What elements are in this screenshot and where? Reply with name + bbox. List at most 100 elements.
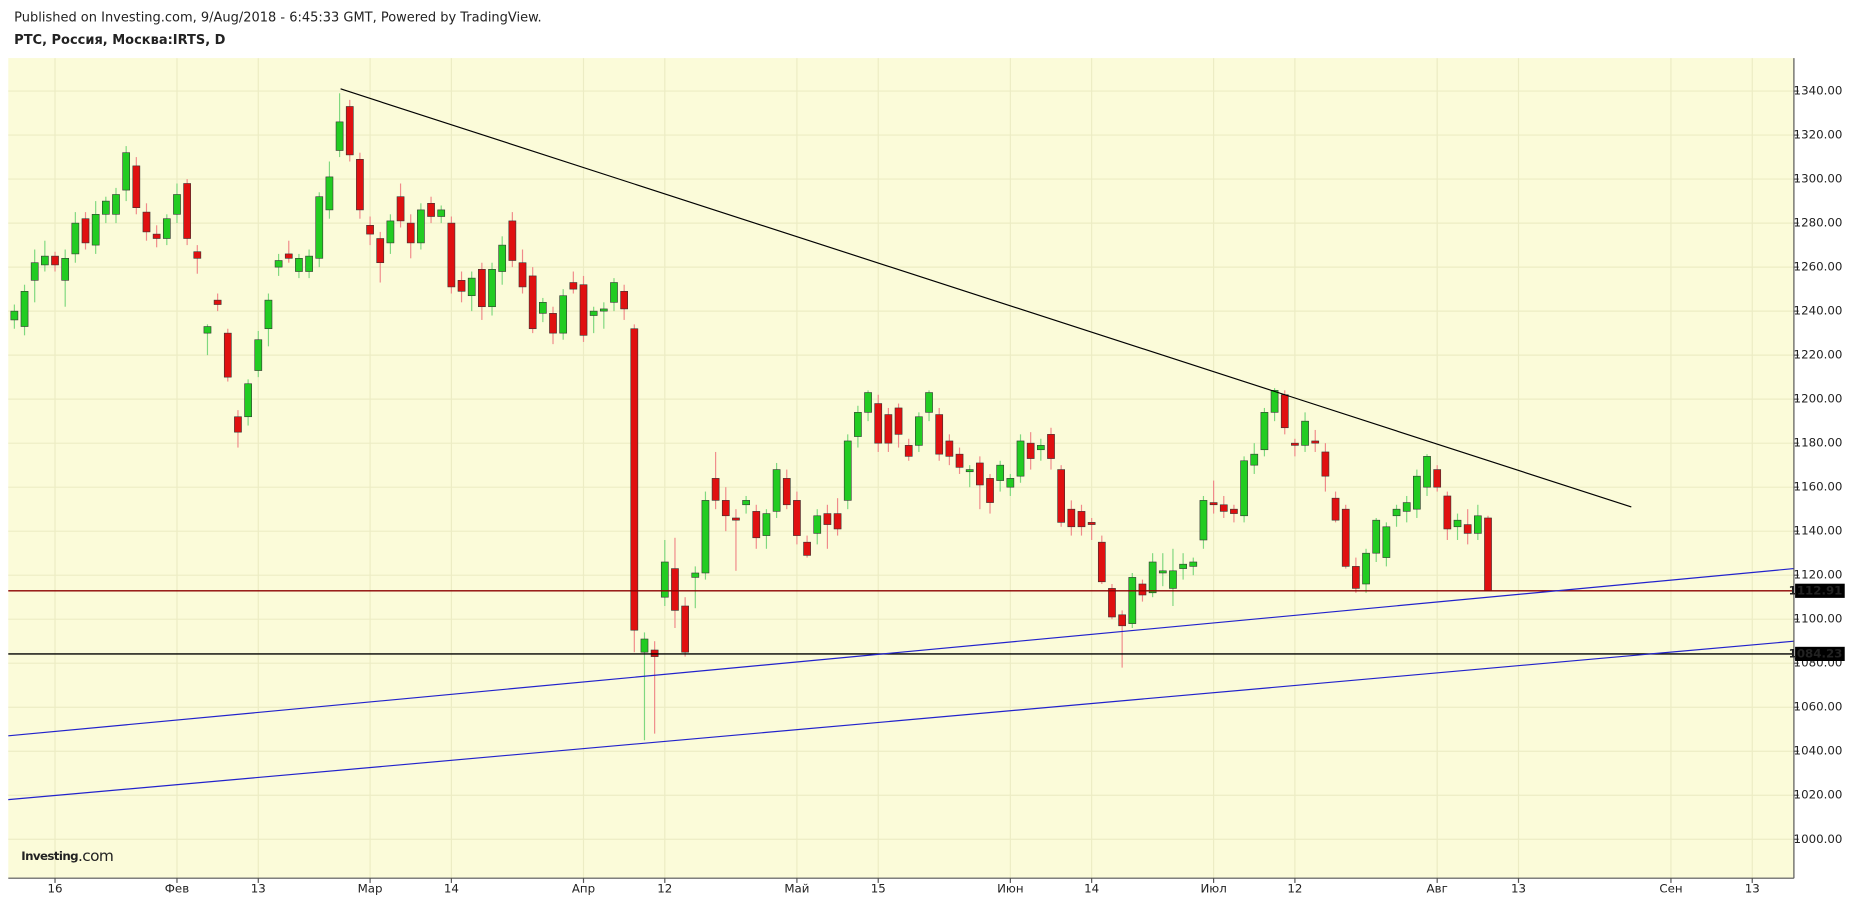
candle-body xyxy=(793,500,801,536)
x-tick-label: Апр xyxy=(572,881,595,895)
candle-body xyxy=(1209,502,1218,506)
x-tick-label: Авг xyxy=(1427,881,1448,895)
x-tick-label: Сен xyxy=(1659,881,1682,895)
candle-body xyxy=(101,200,110,215)
candle-body xyxy=(457,280,466,292)
candle-body xyxy=(1250,453,1259,466)
trend-line xyxy=(8,640,1794,801)
candle-body xyxy=(1240,460,1248,517)
candle-body xyxy=(1128,577,1137,624)
candle-body xyxy=(1230,508,1238,514)
price-level-label: 1084.23 xyxy=(1789,646,1843,660)
y-tick-label: 1180.00 xyxy=(1794,436,1843,450)
candle-body xyxy=(803,541,811,556)
candle-body xyxy=(711,478,720,501)
candle-body xyxy=(1280,394,1289,429)
logo-name: Investing xyxy=(21,848,78,862)
candle-body xyxy=(528,275,537,330)
y-tick-label: 1300.00 xyxy=(1794,172,1843,186)
candle-body xyxy=(132,165,141,208)
candle-body xyxy=(41,255,49,266)
candle-body xyxy=(1087,522,1096,525)
candle-body xyxy=(1443,495,1452,530)
candle-body xyxy=(1433,469,1442,488)
candle-body xyxy=(386,220,395,244)
candle-body xyxy=(417,209,425,244)
candle-body xyxy=(234,416,242,433)
x-tick-label: 14 xyxy=(1084,881,1099,895)
y-tick-label: 1160.00 xyxy=(1794,480,1843,494)
candle-body xyxy=(284,253,293,259)
candle-body xyxy=(854,412,862,437)
candle-body xyxy=(823,513,832,525)
candle-body xyxy=(1331,497,1340,521)
candle-body xyxy=(732,517,740,521)
y-tick-label: 1100.00 xyxy=(1794,612,1843,626)
candle-body xyxy=(813,515,822,534)
candle-body xyxy=(112,194,120,215)
candle-body xyxy=(274,260,283,268)
x-tick-label: 13 xyxy=(1745,881,1760,895)
candle-body xyxy=(183,183,191,239)
x-tick-label: Май xyxy=(784,881,809,895)
candle-body xyxy=(478,269,486,308)
candle-body xyxy=(772,469,781,512)
candle-body xyxy=(396,196,405,222)
candle-body xyxy=(833,513,842,530)
x-tick-label: Июн xyxy=(997,881,1023,895)
logo: Investing.com xyxy=(21,846,113,864)
candle-body xyxy=(1413,475,1421,510)
candle-body xyxy=(996,464,1005,481)
y-tick-label: 1240.00 xyxy=(1794,304,1843,318)
candle-body xyxy=(579,284,588,336)
candle-body xyxy=(1047,434,1055,459)
candle-body xyxy=(1321,451,1330,477)
candle-body xyxy=(752,511,761,539)
candle-body xyxy=(81,218,90,244)
candle-body xyxy=(1138,583,1147,596)
y-tick-label: 1280.00 xyxy=(1794,216,1843,230)
candle-body xyxy=(376,238,385,264)
candle-body xyxy=(1097,541,1106,583)
candle-body xyxy=(203,326,212,334)
price-level-tag xyxy=(1795,583,1845,598)
candle-body xyxy=(20,291,29,327)
candle-body xyxy=(1474,515,1482,534)
y-tick-label: 1040.00 xyxy=(1794,744,1843,758)
x-tick-label: 15 xyxy=(871,881,886,895)
candle-body xyxy=(539,302,547,314)
candle-body xyxy=(264,299,273,330)
x-tick-label: 12 xyxy=(1287,881,1302,895)
candle-body xyxy=(986,478,994,503)
y-tick-label: 1020.00 xyxy=(1794,788,1843,802)
price-level-label: 1112.91 xyxy=(1789,583,1843,597)
candle-body xyxy=(325,176,334,211)
candle-body xyxy=(843,440,852,501)
candle-body xyxy=(1169,570,1177,589)
trend-line xyxy=(8,568,1794,737)
candle-body xyxy=(1148,561,1157,594)
candle-body xyxy=(874,403,883,444)
candle-body xyxy=(610,282,618,303)
candle-body xyxy=(345,106,354,156)
x-tick-label: Июл xyxy=(1200,881,1226,895)
x-tick-label: 14 xyxy=(444,881,459,895)
candle-body xyxy=(965,469,974,473)
candle-body xyxy=(223,332,232,378)
candle-body xyxy=(1463,524,1472,534)
candle-body xyxy=(437,209,446,217)
candle-body xyxy=(1402,502,1411,512)
y-tick-label: 1120.00 xyxy=(1794,568,1843,582)
candle-body xyxy=(782,478,791,506)
candle-body xyxy=(1453,519,1462,528)
candle-body xyxy=(589,310,598,316)
candle-body xyxy=(1036,445,1045,451)
candle-body xyxy=(498,244,507,272)
candle-body xyxy=(122,152,131,191)
candle-body xyxy=(1484,517,1492,592)
candle-body xyxy=(1423,456,1431,488)
candle-body xyxy=(356,158,364,211)
candle-body xyxy=(884,414,893,444)
candle-body xyxy=(1108,588,1116,618)
candle-body xyxy=(173,194,181,215)
